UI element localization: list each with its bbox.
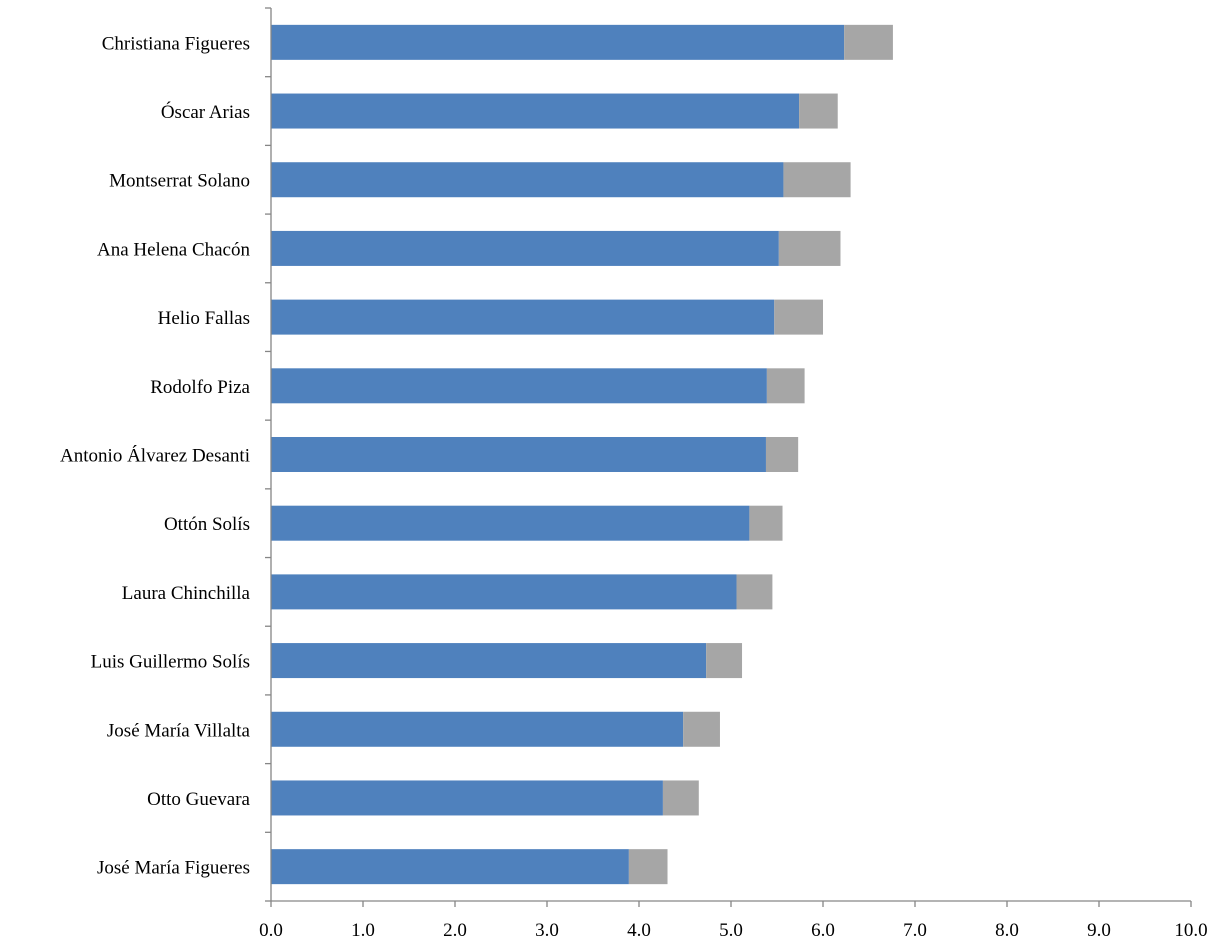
category-label: Laura Chinchilla [122,583,251,604]
x-tick-label: 6.0 [811,920,835,941]
bar-segment-series-2 [736,574,773,610]
category-label: Luis Guillermo Solís [91,652,250,673]
bar-segment-series-2 [844,24,893,60]
bar-segment-series-1 [271,505,750,541]
x-tick-label: 9.0 [1087,920,1111,941]
labels-layer: 0.0 1.0 2.0 3.0 4.0 5.0 6.0 7.0 8.0 9.0 10.0 Christ… [60,33,1208,941]
bars-layer [271,24,893,885]
category-label: Helio Fallas [158,308,250,329]
x-tick-label: 3.0 [535,920,559,941]
category-label: Antonio Álvarez Desanti [60,445,250,467]
category-label: Ana Helena Chacón [97,239,250,260]
x-tick-label: 7.0 [903,920,927,941]
bar-segment-series-1 [271,780,663,816]
bar-segment-series-2 [799,93,838,129]
x-tick-label: 5.0 [719,920,743,941]
category-label: José María Figueres [97,858,250,879]
category-label: Christiana Figueres [102,33,250,54]
bar-segment-series-2 [706,643,743,679]
bar-segment-series-1 [271,437,766,472]
x-tick-label: 4.0 [627,920,651,941]
bar-segment-series-1 [271,299,775,335]
category-label: Montserrat Solano [109,171,250,192]
x-tick-label: 1.0 [351,920,375,941]
bar-segment-series-1 [271,711,684,747]
bar-segment-series-2 [749,505,783,541]
x-tick-label: 10.0 [1174,920,1207,941]
bar-segment-series-2 [774,299,823,335]
category-label: Óscar Arias [161,101,250,123]
bar-segment-series-1 [271,849,629,885]
bar-segment-series-2 [662,780,699,816]
bar-segment-series-1 [271,24,845,60]
category-label: Rodolfo Piza [150,377,250,398]
bar-segment-series-2 [765,437,799,472]
bar-segment-series-1 [271,574,737,610]
category-label: Ottón Solís [164,514,250,535]
x-tick-label: 2.0 [443,920,467,941]
bar-segment-series-1 [271,162,784,198]
bar-segment-series-1 [271,368,767,404]
bar-segment-series-1 [271,230,779,266]
x-tick-label: 8.0 [995,920,1019,941]
bar-segment-series-1 [271,643,707,679]
bar-segment-series-2 [766,368,805,404]
bar-segment-series-1 [271,93,800,129]
x-tick-label: 0.0 [259,920,283,941]
category-label: José María Villalta [107,720,251,741]
ticks-layer [265,7,1192,907]
category-label: Otto Guevara [147,789,250,810]
bar-segment-series-2 [778,230,841,266]
bar-segment-series-2 [628,849,668,885]
bar-segment-series-2 [683,711,720,747]
bar-segment-series-2 [783,162,851,198]
